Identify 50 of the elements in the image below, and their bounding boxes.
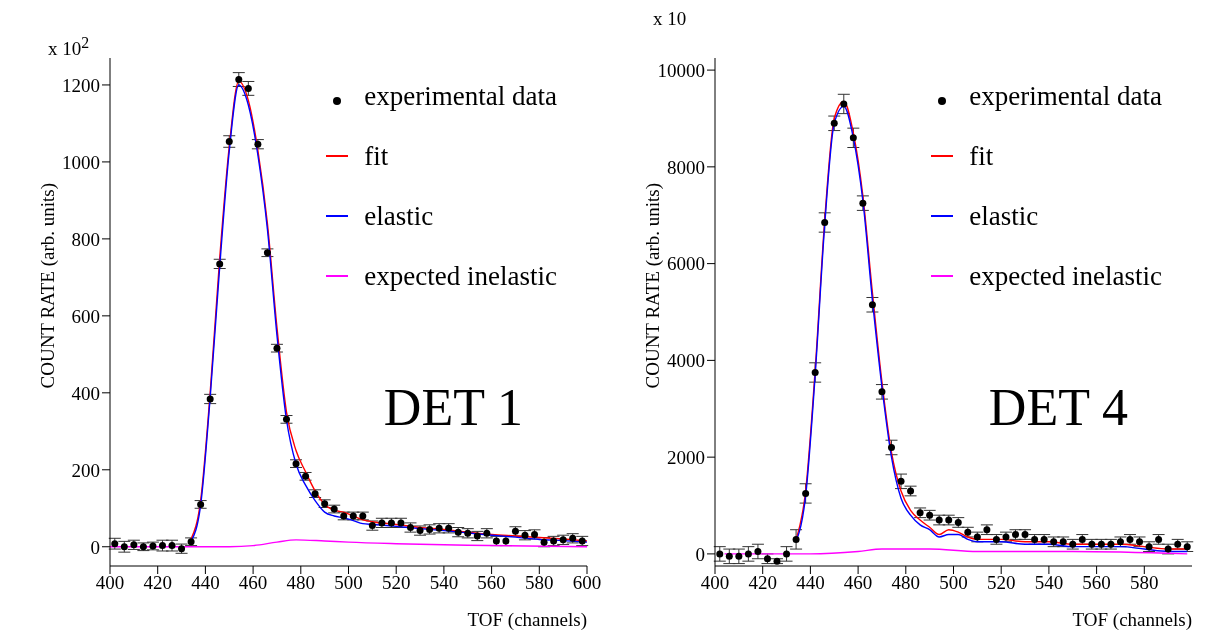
x-tick-label: 480 [891,572,921,594]
x-tick-label: 460 [843,572,873,594]
x-tick-label: 560 [477,572,506,594]
y-axis-title: COUNT RATE (arb. units) [37,183,60,389]
x-tick-label: 600 [572,572,602,594]
x-tick-label: 560 [1082,572,1111,594]
x-tick-label: 420 [748,572,777,594]
x-tick-label: 580 [1130,572,1159,594]
y-tick-label: 600 [71,305,100,327]
y-tick-label: 1200 [62,74,100,96]
x-tick-label: 580 [525,572,554,594]
legend-label: elastic [969,200,1039,232]
x-tick-label: 460 [238,572,268,594]
y-tick-label: 200 [71,459,100,481]
x-tick-label: 520 [986,572,1016,594]
y-tick-label: 1000 [62,151,100,173]
legend-label: experimental data [364,80,557,112]
y-tick-label: 4000 [667,350,705,372]
x-tick-label: 520 [381,572,411,594]
x-axis-title: TOF (channels) [1072,609,1192,631]
x-tick-label: 540 [1034,572,1064,594]
y-tick-label: 6000 [667,253,705,275]
legend-label: expected inelastic [969,260,1162,292]
x-tick-label: 440 [796,572,825,594]
legend-label: experimental data [969,80,1162,112]
legend-label: fit [969,140,994,172]
text: x 10$^{2}$ [48,34,90,61]
y-tick-label: 0 [695,543,705,565]
legend-label: elastic [364,200,434,232]
x-axis-title: TOF (channels) [467,609,587,631]
x-tick-label: 400 [700,572,730,594]
text: x 10 [653,8,687,30]
annotation: DET 4 [988,378,1128,437]
x-tick-label: 440 [191,572,220,594]
y-tick-label: 8000 [667,156,705,178]
x-tick-label: 500 [334,572,363,594]
y-tick-label: 10000 [657,59,705,81]
x-tick-label: 420 [143,572,172,594]
x-tick-label: 480 [286,572,316,594]
x-tick-label: 540 [429,572,459,594]
x-tick-label: 500 [939,572,968,594]
legend-label: fit [364,140,389,172]
y-tick-label: 800 [71,228,100,250]
x-tick-label: 400 [95,572,125,594]
legend-label: expected inelastic [364,260,557,292]
y-tick-label: 2000 [667,446,705,468]
y-axis-title: COUNT RATE (arb. units) [642,183,665,389]
y-tick-label: 400 [71,382,100,404]
y-tick-label: 0 [90,536,100,558]
annotation: DET 1 [383,378,523,437]
